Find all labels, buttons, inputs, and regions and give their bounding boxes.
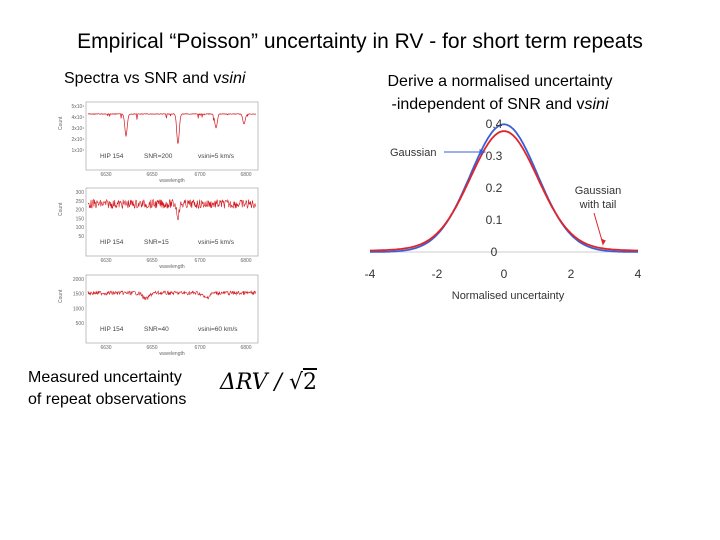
spectrum-xtick: 6650 xyxy=(146,172,157,178)
y-tick-label: 0.1 xyxy=(486,213,503,227)
formula-sqrt: √ xyxy=(288,370,303,395)
y-tick-label: 0.2 xyxy=(486,181,503,195)
spectrum-xtick: 6800 xyxy=(240,345,251,351)
annotation-gaussian: Gaussian xyxy=(390,147,436,159)
spectrum-ytick: 500 xyxy=(76,321,85,327)
gaussian-chart: 0 0.1 0.2 0.3 0.4 -4 -2 0 2 4 Normalised uncertain… xyxy=(365,117,642,302)
spectrum-vsini-label: vsini=60 km/s xyxy=(198,326,238,333)
spectrum-ytick: 1500 xyxy=(73,292,84,298)
right-heading-line2: -independent of SNR and vsini xyxy=(360,93,640,116)
spectrum-ytick: 1x10¹ xyxy=(71,148,84,154)
spectrum-xtick: 6700 xyxy=(194,258,205,264)
slide-title: Empirical “Poisson” uncertainty in RV - … xyxy=(77,30,643,53)
spectrum-xlabel: wavelength xyxy=(159,351,185,357)
spectrum-ytick: 2000 xyxy=(73,277,84,283)
x-tick-label: 4 xyxy=(635,267,642,281)
x-tick-label: 0 xyxy=(501,267,508,281)
spectrum-star-label: HIP 154 xyxy=(100,239,124,246)
spectrum-xtick: 6630 xyxy=(100,172,111,178)
spectrum-ytick: 4x10¹ xyxy=(71,115,84,121)
spectrum-frame xyxy=(85,101,259,171)
measured-uncertainty-label: Measured uncertainty of repeat observati… xyxy=(28,367,186,411)
y-tick-label: 0 xyxy=(491,245,498,259)
right-heading-line2-italic: sini xyxy=(584,96,609,113)
spectrum-xtick: 6630 xyxy=(100,345,111,351)
series-line-gaussian-with-tail xyxy=(369,130,639,252)
spectrum-frame xyxy=(85,274,259,344)
spectrum-xlabel: wavelength xyxy=(159,264,185,270)
spectrum-xtick: 6700 xyxy=(194,172,205,178)
x-axis-label: Normalised uncertainty xyxy=(452,290,565,302)
spectrum-vsini-label: vsini=5 km/s xyxy=(198,153,235,160)
spectrum-ytick: 50 xyxy=(78,234,84,240)
spectrum-ytick: 150 xyxy=(76,216,85,222)
spectrum-panel: 5x10¹ 4x10¹ 3x10¹ 2x10¹ 1x10¹ Count HIP 154 SNR… xyxy=(58,101,259,184)
annotation-tail-arrow xyxy=(593,212,604,244)
spectrum-ytick: 5x10¹ xyxy=(71,104,84,110)
spectrum-xtick: 6630 xyxy=(100,258,111,264)
spectrum-ytick: 200 xyxy=(76,208,85,214)
spectrum-panel: 2000 1500 1000 500 Count HIP 154 SNR=40 vsini=6… xyxy=(58,274,259,357)
spectrum-ytick: 100 xyxy=(76,225,85,231)
spectrum-panel: 300 250 200 150 100 50 Count HIP 154 SNR=15 vsini… xyxy=(58,187,259,270)
spectrum-star-label: HIP 154 xyxy=(100,153,124,160)
annotation-gaussian-tail-line2: with tail xyxy=(579,199,617,211)
spectrum-trace xyxy=(87,198,257,221)
measured-line2: of repeat observations xyxy=(28,391,187,408)
x-tick-label: -2 xyxy=(432,267,443,281)
measured-line1: Measured uncertainty xyxy=(28,369,182,386)
spectrum-ylabel: Count xyxy=(58,202,64,216)
spectrum-snr-label: SNR=15 xyxy=(144,239,169,246)
spectrum-snr-label: SNR=200 xyxy=(144,153,173,160)
spectrum-ytick: 2x10¹ xyxy=(71,137,84,143)
formula: ΔRV / √2 xyxy=(220,370,317,395)
annotation-gaussian-tail-line1: Gaussian xyxy=(575,185,621,197)
right-heading: Derive a normalised uncertainty -indepen… xyxy=(360,70,640,116)
spectra-figure: 5x10¹ 4x10¹ 3x10¹ 2x10¹ 1x10¹ Count HIP 154 SNR… xyxy=(58,101,259,357)
spectrum-frame xyxy=(85,187,259,257)
spectrum-vsini-label: vsini=5 km/s xyxy=(198,239,235,246)
spectrum-ytick: 300 xyxy=(76,190,85,196)
spectrum-xtick: 6800 xyxy=(240,258,251,264)
right-heading-line2-text: -independent of SNR and v xyxy=(391,96,585,113)
y-tick-label: 0.4 xyxy=(486,117,503,131)
series-line-gaussian xyxy=(369,123,639,253)
spectrum-xtick: 6650 xyxy=(146,345,157,351)
annotation-tail-arrowhead xyxy=(600,238,606,246)
y-tick-label: 0.3 xyxy=(486,149,503,163)
left-heading-italic: sini xyxy=(221,70,246,87)
x-tick-label: -4 xyxy=(365,267,376,281)
x-tick-label: 2 xyxy=(568,267,575,281)
spectrum-trace xyxy=(87,290,257,301)
spectrum-ytick: 250 xyxy=(76,199,85,205)
left-heading-text: Spectra vs SNR and v xyxy=(64,70,222,87)
spectrum-ytick: 3x10¹ xyxy=(71,126,84,132)
annotation-gaussian-arrowhead xyxy=(479,149,486,155)
spectrum-ylabel: Count xyxy=(58,116,64,130)
right-heading-line1: Derive a normalised uncertainty xyxy=(387,73,613,90)
spectrum-xtick: 6700 xyxy=(194,345,205,351)
spectrum-xlabel: wavelength xyxy=(159,178,185,184)
spectrum-trace xyxy=(87,113,257,144)
spectrum-ylabel: Count xyxy=(58,289,64,303)
left-heading: Spectra vs SNR and vsini xyxy=(64,70,245,88)
spectrum-snr-label: SNR=40 xyxy=(144,326,169,333)
spectrum-xtick: 6650 xyxy=(146,258,157,264)
spectrum-ytick: 1000 xyxy=(73,306,84,312)
spectrum-star-label: HIP 154 xyxy=(100,326,124,333)
formula-radicand: 2 xyxy=(303,370,317,395)
formula-delta-rv: ΔRV / xyxy=(220,370,289,395)
spectrum-xtick: 6800 xyxy=(240,172,251,178)
